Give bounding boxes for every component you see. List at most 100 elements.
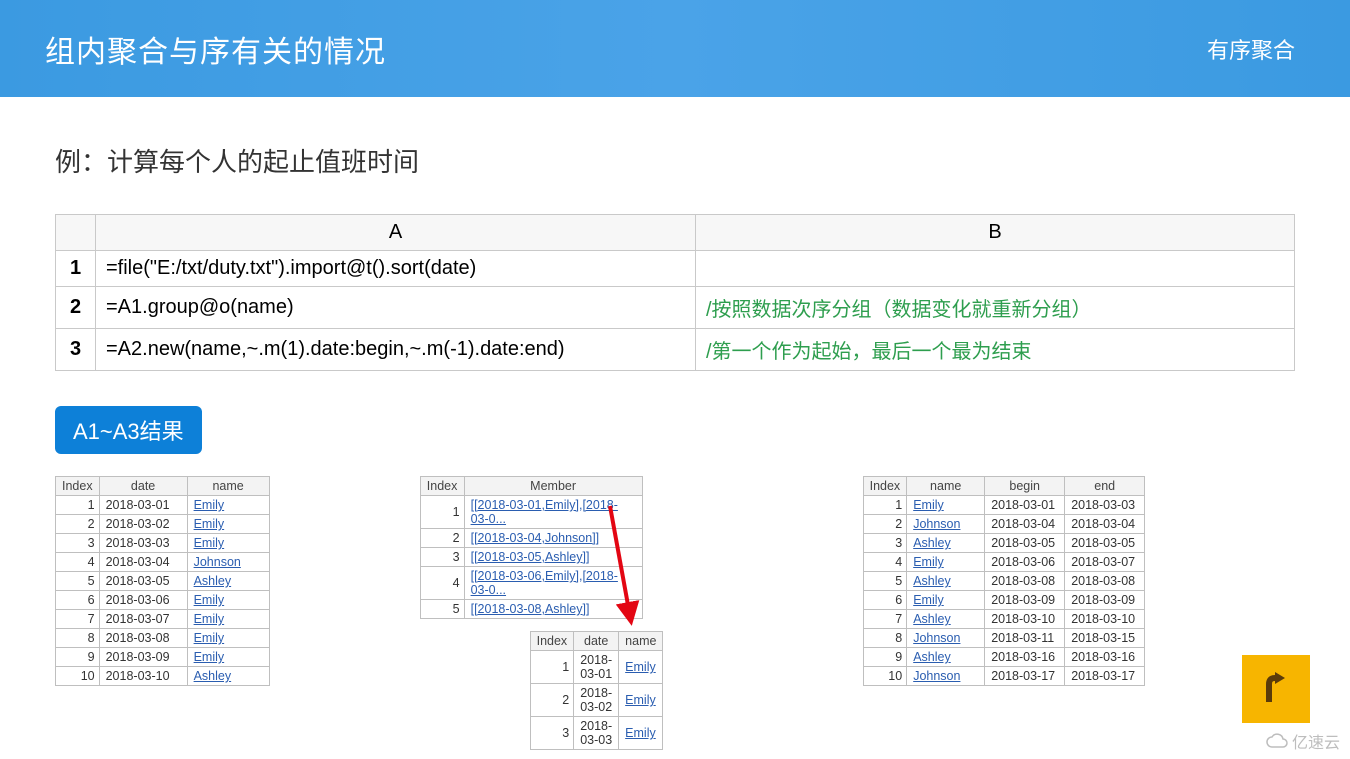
link-value: [[2018-03-04,Johnson]] bbox=[471, 531, 600, 545]
link-value: Emily bbox=[194, 631, 225, 645]
table-row: 32018-03-03 Emily bbox=[56, 534, 270, 553]
table-cell: 2018-03-05 bbox=[985, 534, 1065, 553]
table-row: 22018-03-02Emily bbox=[530, 684, 663, 717]
table-row: 62018-03-06Emily bbox=[56, 591, 270, 610]
link-value: [[2018-03-01,Emily],[2018-03-0... bbox=[471, 498, 618, 526]
table-cell: Johnson bbox=[907, 515, 985, 534]
table-cell: Ashley bbox=[907, 534, 985, 553]
table-cell: 2018-03-08 bbox=[99, 629, 187, 648]
table-cell: 1 bbox=[420, 496, 464, 529]
results-row: Indexdatename12018-03-01Emily22018-03-02… bbox=[55, 476, 1295, 686]
table-cell: 5 bbox=[56, 572, 100, 591]
table-row: 8Johnson2018-03-112018-03-15 bbox=[863, 629, 1145, 648]
link-value: Emily bbox=[625, 660, 656, 674]
link-value: Emily bbox=[913, 498, 944, 512]
code-rownum: 2 bbox=[56, 287, 96, 329]
table-row: 7Ashley2018-03-102018-03-10 bbox=[863, 610, 1145, 629]
table-row: 4[[2018-03-06,Emily],[2018-03-0... bbox=[420, 567, 642, 600]
table-cell: Emily bbox=[907, 591, 985, 610]
code-table: AB 1=file("E:/txt/duty.txt").import@t().… bbox=[55, 214, 1295, 371]
table-row: 32018-03-03Emily bbox=[530, 717, 663, 750]
code-col-b: /第一个作为起始，最后一个最为结束 bbox=[696, 329, 1295, 371]
table-cell: Ashley bbox=[907, 648, 985, 667]
cloud-icon bbox=[1266, 733, 1288, 749]
code-header-cell bbox=[56, 215, 96, 251]
table-cell: 2018-03-04 bbox=[1065, 515, 1145, 534]
mini-header: Member bbox=[464, 477, 642, 496]
table-cell: 2018-03-01 bbox=[99, 496, 187, 515]
mini-header: name bbox=[619, 632, 663, 651]
table-cell: 1 bbox=[56, 496, 100, 515]
table-cell: 2018-03-09 bbox=[985, 591, 1065, 610]
table-row: 92018-03-09 Emily bbox=[56, 648, 270, 667]
table-row: 12018-03-01 Emily bbox=[530, 651, 663, 684]
table-row: 10Johnson2018-03-172018-03-17 bbox=[863, 667, 1145, 686]
table-cell: 9 bbox=[56, 648, 100, 667]
table-cell: 2018-03-06 bbox=[99, 591, 187, 610]
table-cell: 3 bbox=[56, 534, 100, 553]
table-cell: 2018-03-02 bbox=[99, 515, 187, 534]
code-col-a: =A2.new(name,~.m(1).date:begin,~.m(-1).d… bbox=[96, 329, 696, 371]
table-row: 1Emily2018-03-012018-03-03 bbox=[863, 496, 1145, 515]
code-col-b bbox=[696, 251, 1295, 287]
link-value: Emily bbox=[194, 650, 225, 664]
link-value: Emily bbox=[913, 593, 944, 607]
table-cell: 3 bbox=[530, 717, 574, 750]
link-value: Emily bbox=[625, 693, 656, 707]
table-cell: 5 bbox=[420, 600, 464, 619]
table-cell: 7 bbox=[56, 610, 100, 629]
table-cell: 6 bbox=[863, 591, 907, 610]
watermark: 亿速云 bbox=[1266, 729, 1340, 753]
table-row: 5[[2018-03-08,Ashley]] bbox=[420, 600, 642, 619]
table-cell: Emily bbox=[187, 496, 269, 515]
link-value: Emily bbox=[194, 536, 225, 550]
table-cell: 3 bbox=[420, 548, 464, 567]
mini-header: name bbox=[907, 477, 985, 496]
u-arrow-icon bbox=[1255, 668, 1297, 710]
mini-header: date bbox=[574, 632, 619, 651]
slide-header: 组内聚合与序有关的情况 有序聚合 bbox=[0, 0, 1350, 97]
table-cell: Ashley bbox=[187, 667, 269, 686]
table-cell: 2018-03-07 bbox=[1065, 553, 1145, 572]
table-cell: Emily bbox=[907, 496, 985, 515]
table-cell: Emily bbox=[619, 651, 663, 684]
table-cell: Emily bbox=[187, 629, 269, 648]
link-value: Emily bbox=[913, 555, 944, 569]
a1-table: Indexdatename12018-03-01Emily22018-03-02… bbox=[55, 476, 270, 686]
code-col-b: /按照数据次序分组（数据变化就重新分组） bbox=[696, 287, 1295, 329]
table-cell: Johnson bbox=[907, 667, 985, 686]
mini-header: Index bbox=[420, 477, 464, 496]
link-value: Johnson bbox=[913, 517, 960, 531]
table-cell: [[2018-03-08,Ashley]] bbox=[464, 600, 642, 619]
table-row: 9Ashley2018-03-162018-03-16 bbox=[863, 648, 1145, 667]
table-cell: Emily bbox=[187, 534, 269, 553]
table-row: 22018-03-02Emily bbox=[56, 515, 270, 534]
back-up-button[interactable] bbox=[1242, 655, 1310, 723]
table-cell: 1 bbox=[530, 651, 574, 684]
link-value: Ashley bbox=[913, 536, 951, 550]
slide-body: 例：计算每个人的起止值班时间 AB 1=file("E:/txt/duty.tx… bbox=[0, 97, 1350, 686]
table-cell: 2018-03-16 bbox=[1065, 648, 1145, 667]
table-cell: Emily bbox=[187, 648, 269, 667]
code-header-cell: B bbox=[696, 215, 1295, 251]
a2-detail-table: Indexdatename12018-03-01Emily22018-03-02… bbox=[530, 631, 664, 750]
link-value: Ashley bbox=[913, 612, 951, 626]
table-row: 2Johnson2018-03-042018-03-04 bbox=[863, 515, 1145, 534]
result-badge: A1~A3结果 bbox=[55, 406, 202, 454]
table-row: 42018-03-04Johnson bbox=[56, 553, 270, 572]
mini-header: begin bbox=[985, 477, 1065, 496]
example-subtitle: 例：计算每个人的起止值班时间 bbox=[55, 142, 1295, 179]
table-cell: 8 bbox=[56, 629, 100, 648]
table-cell: [[2018-03-04,Johnson]] bbox=[464, 529, 642, 548]
table-cell: 2018-03-03 bbox=[99, 534, 187, 553]
table-row: 102018-03-10Ashley bbox=[56, 667, 270, 686]
table-cell: [[2018-03-05,Ashley]] bbox=[464, 548, 642, 567]
table-cell: 2018-03-03 bbox=[1065, 496, 1145, 515]
table-cell: 2018-03-05 bbox=[99, 572, 187, 591]
table-row: 1[[2018-03-01,Emily],[2018-03-0... bbox=[420, 496, 642, 529]
table-cell: 2 bbox=[56, 515, 100, 534]
link-value: Johnson bbox=[913, 669, 960, 683]
table-cell: Emily bbox=[187, 515, 269, 534]
table-cell: 2018-03-01 bbox=[574, 651, 619, 684]
table-cell: 2018-03-09 bbox=[99, 648, 187, 667]
